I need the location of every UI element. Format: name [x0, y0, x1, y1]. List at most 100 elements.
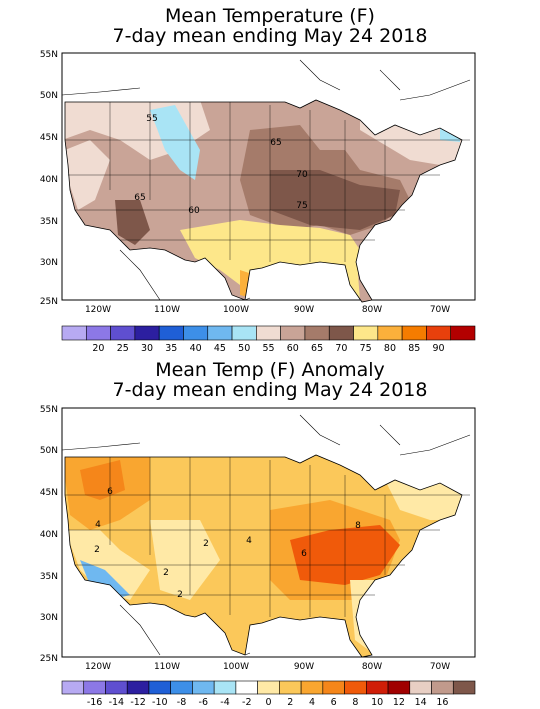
map1-contour-labels: 55 65 70 75 65 60 [134, 114, 308, 216]
legend-swatch [61, 325, 87, 341]
map1-legend: 20 25 30 35 40 45 50 55 60 65 70 75 80 85 90 [61, 325, 476, 354]
map1-lat-label: 50N [40, 91, 58, 101]
legend-label: -12 [130, 697, 146, 708]
map2-lat-label: 40N [40, 530, 58, 540]
map2-lat-label: 55N [40, 405, 58, 415]
map2-lon-label: 70W [430, 662, 450, 672]
legend-swatch [183, 325, 209, 341]
map1-title-line1: Mean Temperature (F) [165, 5, 375, 27]
legend-swatch [257, 680, 280, 695]
legend-label: 6 [331, 697, 337, 708]
legend-label: 55 [262, 343, 274, 354]
map2-contour-label: 6 [301, 549, 307, 559]
map2-lat-label: 45N [40, 488, 58, 498]
legend-swatch [158, 325, 184, 341]
legend-swatch [426, 325, 452, 341]
legend-swatch [192, 680, 215, 695]
legend-swatch [105, 680, 128, 695]
map1-contour-label: 75 [296, 201, 307, 211]
legend-swatch [279, 680, 302, 695]
map1-coastline [64, 99, 463, 303]
legend-swatch [170, 680, 193, 695]
legend-swatch [148, 680, 171, 695]
map2-outside-coast [61, 414, 471, 656]
map1-lat-labels: 55N 50N 45N 40N 35N 30N 25N [40, 50, 58, 307]
legend-label: -16 [87, 697, 103, 708]
legend-label: 2 [287, 697, 293, 708]
legend-label: 14 [415, 697, 427, 708]
legend-label: 12 [393, 697, 405, 708]
legend-swatch [134, 325, 160, 341]
legend-swatch [280, 325, 306, 341]
map2-lat-label: 50N [40, 446, 58, 456]
map1-contour-label: 65 [134, 193, 145, 203]
map2-state-lines [65, 457, 470, 617]
legend-label: 0 [265, 697, 271, 708]
legend-swatch [207, 325, 233, 341]
legend-swatch [231, 325, 257, 341]
map2-lat-labels: 55N 50N 45N 40N 35N 30N 25N [40, 405, 58, 664]
legend-label: 25 [117, 343, 129, 354]
map2-contour-label: 2 [163, 568, 169, 578]
map2-lon-label: 120W [85, 662, 111, 672]
legend-label: 35 [165, 343, 177, 354]
map2-lon-label: 100W [223, 662, 249, 672]
map1-lon-label: 110W [154, 305, 180, 315]
map2-contour-label: 2 [177, 590, 183, 600]
legend-swatch [450, 325, 476, 341]
legend-swatch [353, 325, 379, 341]
map1-state-lines [65, 102, 470, 262]
map1-contour-label: 55 [146, 114, 157, 124]
legend-label: -10 [152, 697, 168, 708]
map2-title-line1: Mean Temp (F) Anomaly [155, 359, 385, 381]
legend-swatch [409, 680, 432, 695]
map1-outside-coast [61, 59, 471, 301]
legend-label: 40 [190, 343, 202, 354]
map1-title-line2: 7-day mean ending May 24 2018 [112, 25, 428, 47]
legend-swatch [328, 325, 354, 341]
legend-swatch [366, 680, 389, 695]
legend-label: 16 [436, 697, 448, 708]
map1-contour-label: 70 [296, 170, 308, 180]
map1-lon-labels: 120W 110W 100W 90W 80W 70W [85, 305, 450, 315]
map2-contour-label: 4 [95, 520, 101, 530]
map2-contour-label: 8 [355, 521, 361, 531]
legend-swatch [431, 680, 454, 695]
legend-swatch [387, 680, 411, 695]
map2-contour-label: 2 [203, 539, 209, 549]
legend-label: 85 [408, 343, 420, 354]
map2-contour-label: 4 [246, 536, 252, 546]
legend-label: 50 [238, 343, 250, 354]
legend-swatch [377, 325, 403, 341]
map1-lat-label: 25N [40, 297, 58, 307]
map1-lon-label: 80W [362, 305, 382, 315]
legend-swatch [110, 325, 136, 341]
map1-lon-label: 120W [85, 305, 111, 315]
map1-contour-label: 65 [270, 138, 281, 148]
legend-swatch [61, 680, 85, 695]
legend-label: -2 [242, 697, 251, 708]
legend-label: 45 [214, 343, 226, 354]
legend-label: 20 [92, 343, 104, 354]
map2-contour-labels: 6 4 2 2 4 6 8 2 2 [94, 487, 361, 600]
legend-swatch [452, 680, 476, 695]
legend-swatch [83, 680, 106, 695]
legend-swatch [235, 680, 258, 695]
map1-lat-label: 30N [40, 258, 58, 268]
legend-label: 65 [311, 343, 323, 354]
legend-swatch [322, 680, 345, 695]
legend-label: 75 [360, 343, 372, 354]
legend-label: 30 [141, 343, 153, 354]
legend-swatch [85, 325, 111, 341]
map1-lon-label: 100W [223, 305, 249, 315]
legend-label: -14 [109, 697, 125, 708]
legend-swatch [344, 680, 367, 695]
legend-label: 4 [309, 697, 315, 708]
map2-coastline [64, 454, 463, 658]
legend-label: 80 [384, 343, 396, 354]
legend-swatch [401, 325, 427, 341]
legend-label: 70 [335, 343, 347, 354]
map2-lon-label: 110W [154, 662, 180, 672]
legend-swatch [300, 680, 324, 695]
